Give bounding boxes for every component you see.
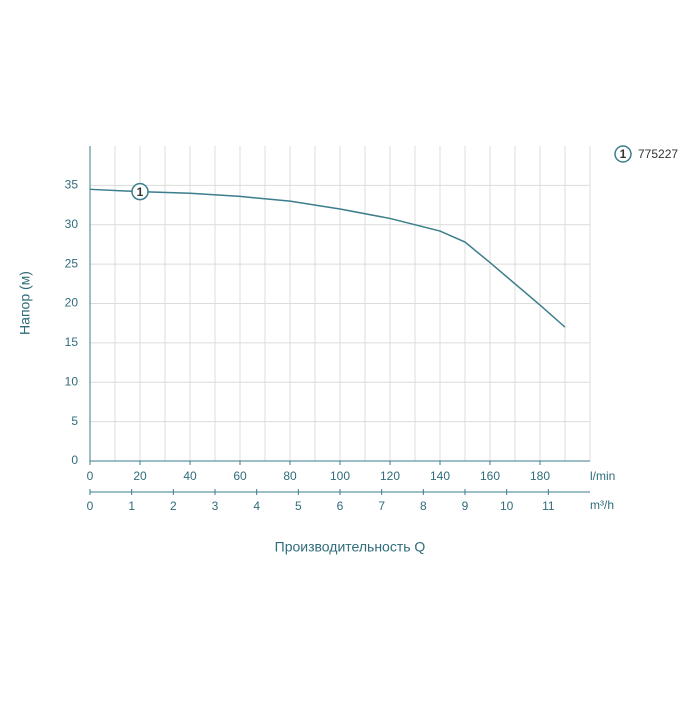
x2-tick-label: 10 [500, 499, 514, 513]
x2-tick-label: 9 [462, 499, 469, 513]
y-tick-label: 30 [65, 217, 79, 231]
y-tick-label: 15 [65, 335, 79, 349]
y-tick-label: 25 [65, 256, 79, 270]
x-tick-label: 60 [233, 469, 247, 483]
x-tick-label: 100 [330, 469, 350, 483]
x2-tick-label: 2 [170, 499, 177, 513]
x2-tick-label: 3 [212, 499, 219, 513]
legend-marker-label: 1 [620, 147, 627, 161]
y-axis-title: Напор (м) [17, 271, 33, 335]
x-axis-title: Производительность Q [275, 539, 426, 555]
x-unit: l/min [590, 469, 615, 483]
x-tick-label: 160 [480, 469, 500, 483]
curve-marker [131, 182, 149, 201]
x2-tick-label: 4 [253, 499, 260, 513]
curve [89, 188, 566, 328]
x-tick-label: 80 [283, 469, 297, 483]
legend-marker [614, 145, 632, 163]
y-tick-label: 35 [65, 178, 79, 192]
x2-tick-label: 0 [87, 499, 94, 513]
x2-tick-label: 6 [337, 499, 344, 513]
y-tick-label: 0 [71, 453, 78, 467]
x-tick-label: 40 [183, 469, 197, 483]
x-tick-label: 120 [380, 469, 400, 483]
x-tick-label: 180 [530, 469, 550, 483]
x2-tick-label: 8 [420, 499, 427, 513]
x2-unit: m³/h [590, 498, 614, 512]
x2-tick-label: 1 [128, 499, 135, 513]
legend-label: 775227 [638, 147, 678, 161]
x-tick-label: 20 [133, 469, 147, 483]
y-tick-label: 5 [71, 414, 78, 428]
x2-tick-label: 5 [295, 499, 302, 513]
x2-tick-label: 11 [542, 499, 555, 513]
x-tick-label: 0 [87, 469, 94, 483]
x-tick-label: 140 [430, 469, 450, 483]
x2-tick-label: 7 [378, 499, 385, 513]
curve-marker-label: 1 [137, 185, 144, 199]
y-tick-label: 10 [65, 374, 79, 388]
y-tick-label: 20 [65, 296, 79, 310]
